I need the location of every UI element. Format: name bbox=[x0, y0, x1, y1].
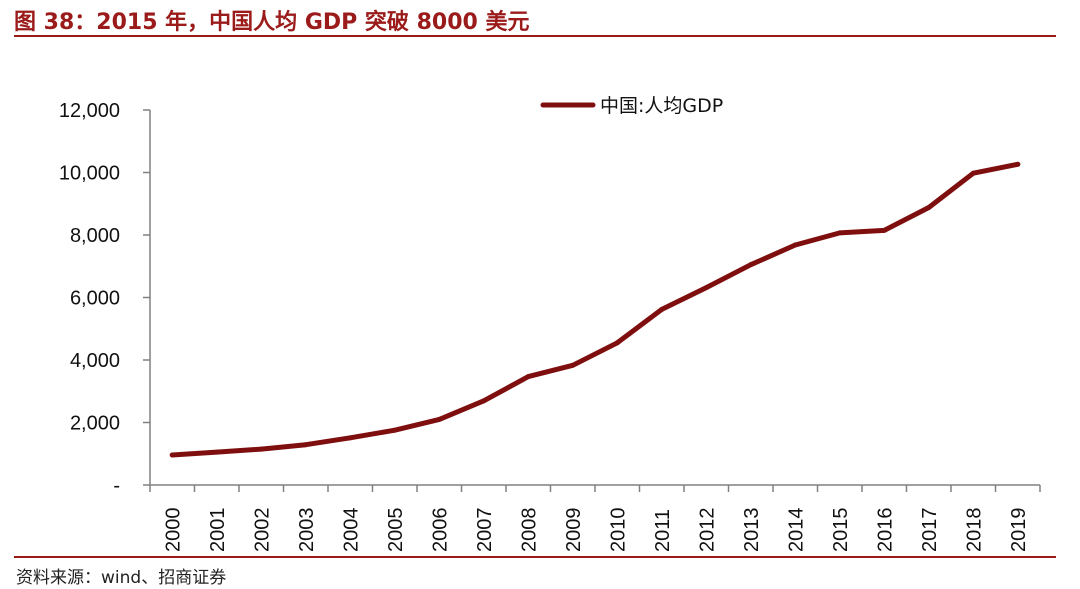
y-tick-label: 8,000 bbox=[70, 225, 120, 247]
data-point bbox=[881, 227, 887, 233]
data-point bbox=[169, 452, 175, 458]
data-point bbox=[1015, 161, 1021, 167]
series-line bbox=[169, 161, 1021, 458]
data-point bbox=[525, 374, 531, 380]
x-tick-label: 2004 bbox=[340, 508, 362, 553]
y-axis-ticks: - 2,000 4,000 6,000 8,000 10,000 12,000 bbox=[59, 100, 150, 497]
x-tick-label: 2016 bbox=[874, 508, 896, 553]
x-tick-label: 2011 bbox=[652, 509, 674, 552]
y-tick-label: 12,000 bbox=[59, 100, 120, 122]
x-tick-label: 2000 bbox=[162, 508, 184, 553]
y-tick-label: 2,000 bbox=[70, 413, 120, 435]
x-tick-label: 2010 bbox=[607, 508, 629, 553]
y-tick-label: 4,000 bbox=[70, 350, 120, 372]
source-divider bbox=[14, 556, 1056, 558]
legend-label: 中国:人均GDP bbox=[600, 95, 723, 117]
x-tick-label: 2001 bbox=[207, 508, 229, 553]
x-tick-label: 2003 bbox=[296, 508, 318, 553]
y-tick-label: - bbox=[113, 475, 120, 497]
x-tick-label: 2019 bbox=[1008, 508, 1030, 553]
data-point bbox=[792, 242, 798, 248]
x-tick-label: 2002 bbox=[251, 508, 273, 553]
data-point bbox=[970, 170, 976, 176]
y-tick-label: 6,000 bbox=[70, 288, 120, 310]
x-tick-label: 2015 bbox=[830, 508, 852, 553]
x-tick-label: 2017 bbox=[919, 508, 941, 553]
x-tick-label: 2018 bbox=[963, 508, 985, 553]
data-point bbox=[481, 398, 487, 404]
x-tick-label: 2012 bbox=[696, 508, 718, 553]
x-tick-label: 2005 bbox=[385, 508, 407, 553]
data-point bbox=[837, 230, 843, 236]
chart-axes bbox=[149, 110, 1040, 486]
x-tick-label: 2007 bbox=[474, 508, 496, 553]
x-tick-label: 2006 bbox=[429, 508, 451, 553]
data-point bbox=[214, 449, 220, 455]
data-point bbox=[303, 442, 309, 448]
data-point bbox=[703, 285, 709, 291]
data-point bbox=[392, 427, 398, 433]
data-point bbox=[258, 446, 264, 452]
x-tick-label: 2014 bbox=[785, 508, 807, 553]
x-tick-label: 2013 bbox=[741, 508, 763, 553]
legend: 中国:人均GDP bbox=[540, 95, 723, 117]
x-tick-label: 2009 bbox=[563, 508, 585, 553]
data-point bbox=[570, 362, 576, 368]
data-point bbox=[347, 435, 353, 441]
data-point bbox=[926, 205, 932, 211]
x-axis-ticks: 2000 2001 2002 2003 2004 2005 2006 2007 2008 2009… bbox=[149, 485, 1041, 553]
data-point bbox=[748, 262, 754, 268]
title-divider bbox=[14, 35, 1056, 37]
figure-title: 图 38：2015 年，中国人均 GDP 突破 8000 美元 bbox=[14, 10, 530, 35]
y-tick-label: 10,000 bbox=[59, 163, 120, 185]
x-tick-label: 2008 bbox=[518, 508, 540, 553]
source-note: 资料来源：wind、招商证券 bbox=[16, 568, 227, 588]
data-point bbox=[436, 416, 442, 422]
data-point bbox=[659, 306, 665, 312]
data-point bbox=[614, 340, 620, 346]
plot-area bbox=[169, 161, 1021, 458]
